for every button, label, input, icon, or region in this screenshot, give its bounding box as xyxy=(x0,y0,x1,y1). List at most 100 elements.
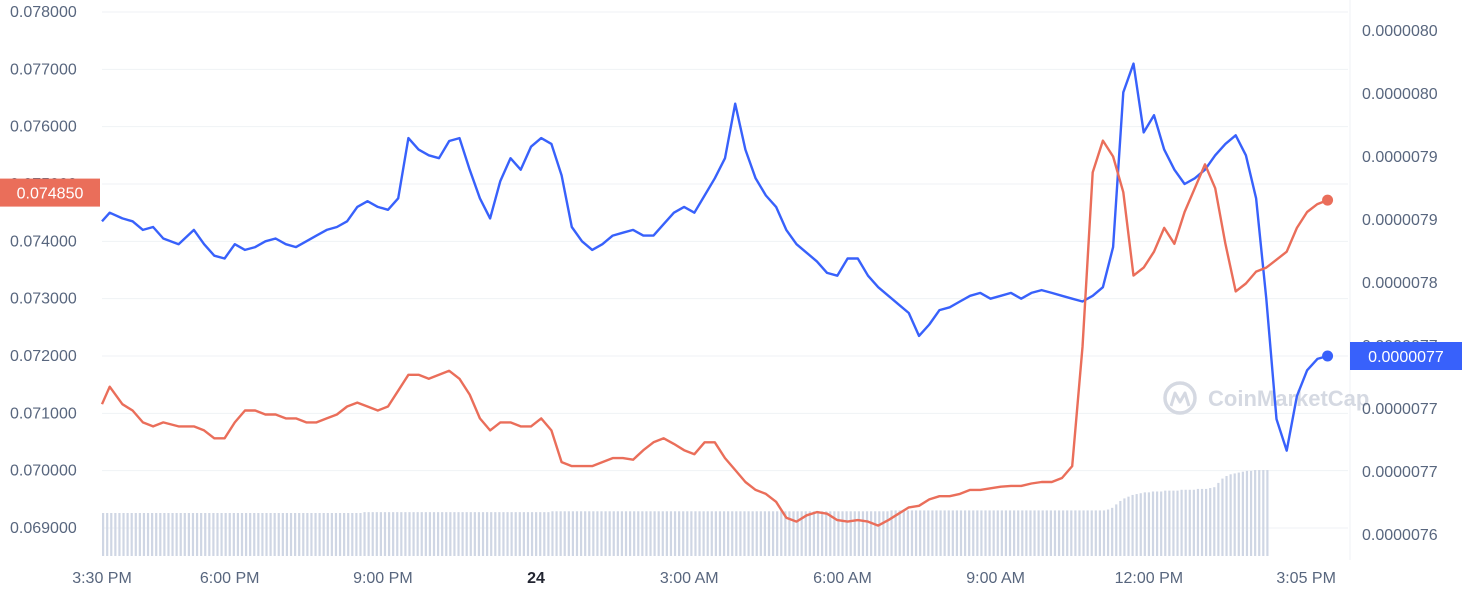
volume-bar xyxy=(171,513,174,556)
left-current-badge-text: 0.074850 xyxy=(17,186,84,203)
volume-bar xyxy=(1237,472,1240,556)
volume-bar xyxy=(1066,510,1069,556)
volume-bar xyxy=(853,511,856,556)
volume-bar xyxy=(392,512,395,556)
volume-bar xyxy=(784,511,787,556)
volume-bar xyxy=(163,513,166,556)
volume-bar xyxy=(179,513,182,556)
volume-bar xyxy=(653,511,656,556)
volume-bar xyxy=(449,512,452,556)
volume-bar xyxy=(334,513,338,556)
x-tick-label: 9:00 PM xyxy=(353,570,413,587)
volume-bar xyxy=(253,513,256,556)
volume-bar xyxy=(330,513,333,556)
volume-bar xyxy=(473,512,476,556)
volume-bar xyxy=(465,512,468,556)
left-tick-label: 0.069000 xyxy=(10,520,77,537)
volume-bar xyxy=(886,511,889,556)
volume-bar xyxy=(1151,491,1155,556)
volume-bar xyxy=(865,511,869,556)
volume-bar xyxy=(759,511,762,556)
volume-bar xyxy=(1004,510,1008,556)
volume-bar xyxy=(927,510,930,556)
volume-bar xyxy=(845,511,848,556)
volume-bar xyxy=(138,513,141,556)
volume-bar xyxy=(914,510,918,556)
volume-bar xyxy=(175,513,178,556)
volume-bar xyxy=(690,511,693,556)
volume-bar xyxy=(285,513,289,556)
volume-bar xyxy=(441,512,444,556)
x-tick-label: 3:30 PM xyxy=(72,570,132,587)
left-tick-label: 0.078000 xyxy=(10,4,77,21)
volume-bar xyxy=(240,513,244,556)
right-current-badge-text: 0.0000077 xyxy=(1368,349,1444,366)
volume-bar xyxy=(494,512,497,556)
volume-bar xyxy=(461,512,464,556)
volume-bar xyxy=(788,511,791,556)
volume-bar xyxy=(428,512,432,556)
volume-bar xyxy=(432,512,436,556)
volume-bar xyxy=(1025,510,1028,556)
volume-bar xyxy=(306,513,309,556)
volume-bar xyxy=(890,510,893,556)
volume-bar xyxy=(1053,510,1057,556)
right-tick-label: 0.0000080 xyxy=(1362,23,1438,40)
right-tick-label: 0.0000077 xyxy=(1362,464,1438,481)
volume-bar xyxy=(771,511,775,556)
volume-bar xyxy=(118,513,121,556)
volume-bar xyxy=(539,512,542,556)
volume-bar xyxy=(1188,489,1191,556)
volume-bar xyxy=(980,510,983,556)
volume-bar xyxy=(878,511,881,556)
volume-bar xyxy=(661,511,664,556)
volume-bar xyxy=(338,513,342,556)
volume-bar xyxy=(490,512,493,556)
volume-bar xyxy=(514,512,517,556)
volume-bar xyxy=(396,512,399,556)
volume-bar xyxy=(1106,509,1110,556)
watermark: CoinMarketCap xyxy=(1163,381,1369,415)
left-tick-label: 0.072000 xyxy=(10,348,77,365)
volume-bar xyxy=(637,511,640,556)
volume-bar xyxy=(130,513,133,556)
volume-bar xyxy=(159,513,162,556)
volume-bar xyxy=(1021,510,1024,556)
volume-bar xyxy=(747,511,750,556)
volume-bar xyxy=(1057,510,1061,556)
volume-bar xyxy=(571,511,575,556)
volume-bar xyxy=(1147,492,1151,556)
volume-bar xyxy=(796,511,799,556)
volume-bar xyxy=(624,511,628,556)
volume-bar xyxy=(408,512,411,556)
left-tick-label: 0.070000 xyxy=(10,463,77,480)
left-axis-ticks: 0.0780000.0770000.0760000.0750000.074000… xyxy=(10,4,77,537)
volume-bar xyxy=(208,513,211,556)
volume-bar xyxy=(187,513,190,556)
volume-bar xyxy=(714,511,717,556)
volume-bar xyxy=(404,512,407,556)
volume-bars xyxy=(102,470,1269,556)
volume-bar xyxy=(445,512,448,556)
volume-bar xyxy=(837,511,840,556)
left-tick-label: 0.071000 xyxy=(10,405,77,422)
volume-bar xyxy=(1143,492,1146,556)
volume-bar xyxy=(1123,498,1126,556)
volume-bar xyxy=(567,511,570,556)
volume-bar xyxy=(718,511,722,556)
volume-bar xyxy=(526,512,530,556)
volume-bar xyxy=(261,513,264,556)
volume-bar xyxy=(633,511,636,556)
volume-bar xyxy=(649,511,652,556)
right-tick-label: 0.0000076 xyxy=(1362,527,1438,544)
volume-bar xyxy=(355,513,358,556)
left-current-badge xyxy=(0,178,100,207)
volume-bar xyxy=(318,513,321,556)
volume-bar xyxy=(579,511,583,556)
volume-bar xyxy=(363,512,366,556)
volume-bar xyxy=(657,511,660,556)
grid xyxy=(102,0,1351,560)
volume-bar xyxy=(1200,488,1204,556)
